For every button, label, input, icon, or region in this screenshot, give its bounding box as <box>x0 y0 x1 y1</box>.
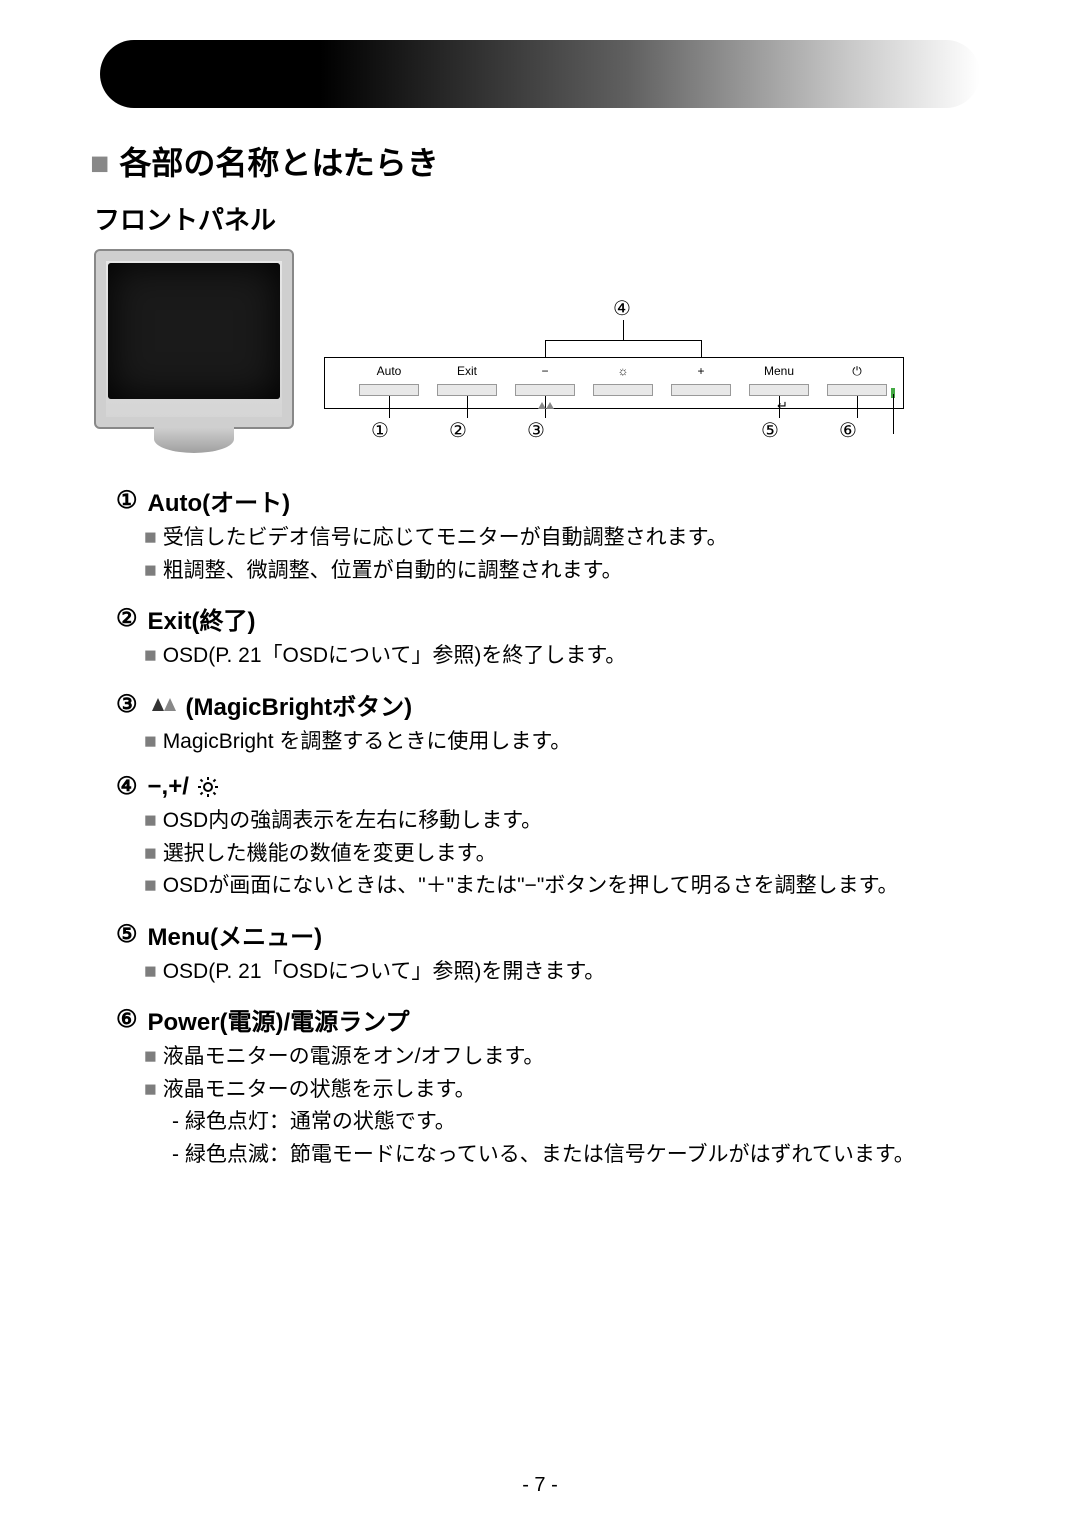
panel-btn-1 <box>437 384 497 396</box>
panel-btn-label-5: Menu <box>749 364 809 378</box>
bullet-square-icon: ■ <box>144 1045 157 1068</box>
item-title-0: Auto(オート) <box>148 483 291 518</box>
item-magicbright-icon <box>150 695 178 713</box>
item-num-2: ③ <box>116 690 138 719</box>
section-subtitle: フロントパネル <box>94 200 990 237</box>
bullet-square-icon: ■ <box>144 809 157 832</box>
item-1: ② Exit(終了) ■OSD(P. 21「OSDについて」参照)を終了します。 <box>116 601 990 673</box>
panel-num-line-0 <box>389 396 390 418</box>
item-title-2: (MagicBrightボタン) <box>186 687 413 722</box>
header-gradient-bar <box>100 40 980 108</box>
callout-4-h <box>545 340 702 341</box>
item-head-0: ① Auto(オート) <box>116 483 990 518</box>
panel-btn-0 <box>359 384 419 396</box>
item-2: ③ (MagicBrightボタン) ■MagicBright を調整するときに使用… <box>116 687 990 759</box>
panel-btn-label-4: + <box>671 364 731 378</box>
item-5-sub-1: - 緑色点滅：節電モードになっている、または信号ケーブルがはずれています。 <box>172 1139 990 1172</box>
bullet-square-icon: ■ <box>144 960 157 983</box>
item-1-line-0: ■OSD(P. 21「OSDについて」参照)を終了します。 <box>144 640 990 673</box>
panel-btn-label-0: Auto <box>359 364 419 378</box>
callout-4-label: ④ <box>613 296 631 321</box>
title-square-icon: ■ <box>90 145 109 181</box>
section-title: ■ 各部の名称とはたらき <box>90 138 990 184</box>
bullet-square-icon: ■ <box>144 559 157 582</box>
item-5-sub-0: - 緑色点灯：通常の状態です。 <box>172 1106 990 1139</box>
item-5-line-0: ■液晶モニターの電源をオン/オフします。 <box>144 1041 990 1074</box>
panel-btn-2 <box>515 384 575 396</box>
item-title-4: Menu(メニュー) <box>148 917 323 952</box>
item-5-line-1: ■液晶モニターの状態を示します。 <box>144 1074 990 1107</box>
bullet-square-icon: ■ <box>144 644 157 667</box>
panel-num-1: ② <box>449 418 467 443</box>
item-3-line-1: ■選択した機能の数値を変更します。 <box>144 838 990 871</box>
bullet-square-icon: ■ <box>144 842 157 865</box>
callout-4-v2 <box>701 340 702 358</box>
item-body-2: ■MagicBright を調整するときに使用します。 <box>144 726 990 759</box>
item-3: ④ −,+/ ■OSD内の強調表示を左右に移動します。■選択した機能の数値を変更… <box>116 772 990 903</box>
item-4-line-0: ■OSD(P. 21「OSDについて」参照)を開きます。 <box>144 956 990 989</box>
item-body-5: ■液晶モニターの電源をオン/オフします。■液晶モニターの状態を示します。- 緑色… <box>144 1041 990 1171</box>
bullet-square-icon: ■ <box>144 1078 157 1101</box>
monitor-stand <box>154 427 234 453</box>
item-0: ① Auto(オート) ■受信したビデオ信号に応じてモニターが自動調整されます。■粗… <box>116 483 990 587</box>
callout-4-v1 <box>545 340 546 358</box>
item-num-1: ② <box>116 604 138 633</box>
panel-num-6: ⑥ <box>839 418 857 443</box>
panel-btn-3 <box>593 384 653 396</box>
title-text: 各部の名称とはたらき <box>119 145 438 181</box>
panel-num-0: ① <box>371 418 389 443</box>
page-number: - 7 - <box>0 1474 1080 1497</box>
item-head-1: ② Exit(終了) <box>116 601 990 636</box>
panel-num-5: ⑤ <box>761 418 779 443</box>
item-0-line-1: ■粗調整、微調整、位置が自動的に調整されます。 <box>144 555 990 588</box>
item-3-line-2: ■OSDが画面にないときは、"＋"または"−"ボタンを押して明るさを調整します。 <box>144 870 990 903</box>
panel-btn-label-6: ⏻ <box>827 364 887 379</box>
item-num-0: ① <box>116 486 138 515</box>
panel-num-line-6 <box>857 396 858 418</box>
item-title-1: Exit(終了) <box>148 601 256 636</box>
panel-btn-4 <box>671 384 731 396</box>
panel-btn-label-2: − <box>515 364 575 378</box>
panel-btn-6 <box>827 384 887 396</box>
item-head-2: ③ (MagicBrightボタン) <box>116 687 990 722</box>
item-body-4: ■OSD(P. 21「OSDについて」参照)を開きます。 <box>144 956 990 989</box>
panel-btn-5 <box>749 384 809 396</box>
item-2-line-0: ■MagicBright を調整するときに使用します。 <box>144 726 990 759</box>
panel-btn-label-3: ☼ <box>593 364 653 378</box>
item-title-3: −,+/ <box>148 773 189 801</box>
item-body-1: ■OSD(P. 21「OSDについて」参照)を終了します。 <box>144 640 990 673</box>
item-5: ⑥ Power(電源)/電源ランプ ■液晶モニターの電源をオン/オフします。■液晶モ… <box>116 1002 990 1171</box>
monitor-illustration <box>94 249 294 429</box>
panel-num-2: ③ <box>527 418 545 443</box>
panel-num-line-1 <box>467 396 468 418</box>
front-panel-diagram: Auto ① Exit ② − ③ ☼ + Menu ⑤ ⏻ ⑥ ④ ↵ <box>94 249 914 469</box>
item-head-3: ④ −,+/ <box>116 772 990 801</box>
panel-btn-label-1: Exit <box>437 364 497 378</box>
item-num-4: ⑤ <box>116 920 138 949</box>
item-3-line-0: ■OSD内の強調表示を左右に移動します。 <box>144 805 990 838</box>
item-body-3: ■OSD内の強調表示を左右に移動します。■選択した機能の数値を変更します。■OS… <box>144 805 990 903</box>
button-panel-outline: Auto①Exit②−③☼+Menu⑤⏻⑥ ④ ↵ <box>324 357 904 409</box>
bullet-square-icon: ■ <box>144 874 157 897</box>
item-body-0: ■受信したビデオ信号に応じてモニターが自動調整されます。■粗調整、微調整、位置が… <box>144 522 990 587</box>
item-0-line-0: ■受信したビデオ信号に応じてモニターが自動調整されます。 <box>144 522 990 555</box>
item-title-5: Power(電源)/電源ランプ <box>148 1002 410 1037</box>
panel-enter-icon: ↵ <box>777 398 788 414</box>
item-num-3: ④ <box>116 772 138 801</box>
bullet-square-icon: ■ <box>144 730 157 753</box>
callout-4-stem <box>623 320 624 340</box>
callout-6-line <box>893 394 894 434</box>
bullet-square-icon: ■ <box>144 526 157 549</box>
item-head-4: ⑤ Menu(メニュー) <box>116 917 990 952</box>
item-num-5: ⑥ <box>116 1005 138 1034</box>
item-head-5: ⑥ Power(電源)/電源ランプ <box>116 1002 990 1037</box>
panel-magicbright-icon <box>537 398 555 413</box>
items-container: ① Auto(オート) ■受信したビデオ信号に応じてモニターが自動調整されます。■粗… <box>90 483 990 1172</box>
item-4: ⑤ Menu(メニュー) ■OSD(P. 21「OSDについて」参照)を開きます。 <box>116 917 990 989</box>
item-brightness-icon <box>197 776 219 798</box>
